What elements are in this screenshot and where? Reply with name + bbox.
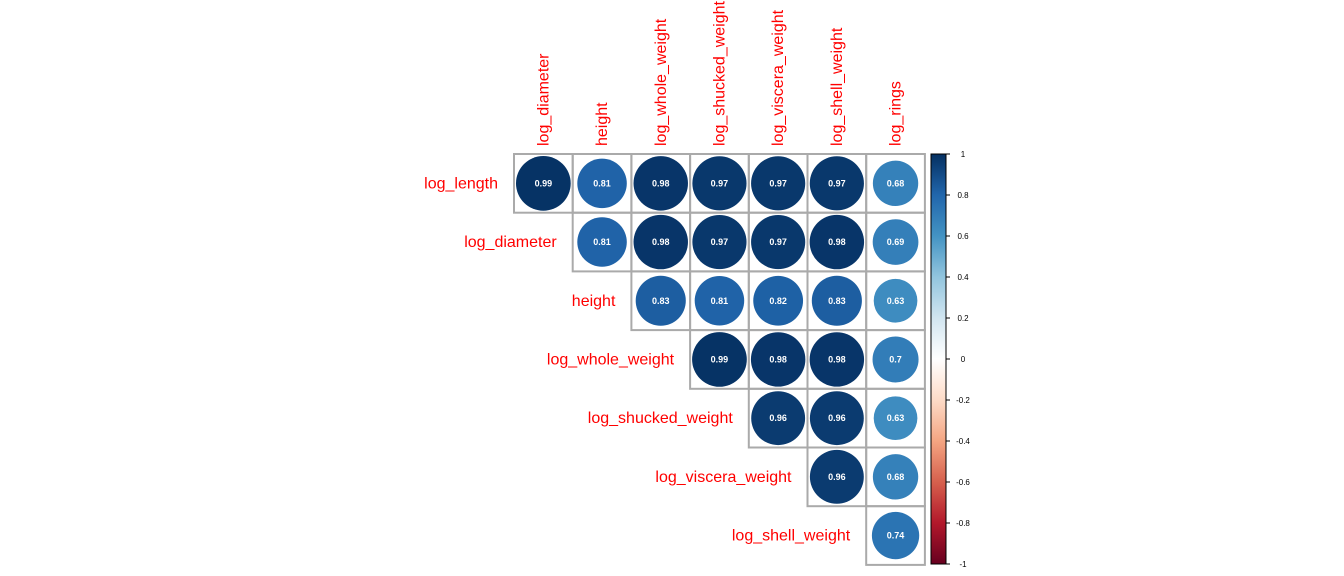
- column-label: log_diameter: [535, 53, 552, 146]
- cell-value-label: 0.97: [828, 178, 846, 188]
- legend-tick-label: -0.6: [956, 478, 970, 487]
- cell-value-label: 0.81: [593, 237, 611, 247]
- row-label: log_viscera_weight: [655, 469, 792, 486]
- correlation-circle: [872, 336, 919, 383]
- correlation-circle: [635, 275, 686, 326]
- correlation-circle: [872, 219, 919, 265]
- cell-value-label: 0.98: [828, 237, 846, 247]
- legend-tick-label: -0.8: [956, 519, 970, 528]
- column-label: log_viscera_weight: [770, 9, 787, 146]
- correlation-circle: [694, 276, 745, 326]
- correlation-circle: [872, 454, 919, 500]
- cell-value-label: 0.97: [769, 237, 787, 247]
- column-label: log_shucked_weight: [711, 0, 728, 146]
- correlation-circle: [809, 449, 864, 504]
- legend-tick-label: 0: [961, 355, 966, 364]
- correlation-circle: [515, 155, 571, 211]
- cell-value-label: 0.82: [769, 296, 787, 306]
- correlation-circle: [692, 332, 747, 387]
- correlation-circle: [809, 214, 865, 270]
- cell-value-label: 0.96: [828, 472, 846, 482]
- cell-value-label: 0.63: [887, 296, 905, 306]
- correlation-circle: [633, 214, 688, 270]
- correlation-circle: [751, 214, 806, 270]
- color-legend: 1 0.8 0.6 0.4 0.2 0 -0.2 -0.4 -0.6 -0.8 -1: [930, 150, 970, 569]
- correlation-circle: [751, 156, 806, 211]
- cell-value-label: 0.96: [828, 413, 846, 423]
- legend-tick-label: 0.8: [957, 191, 969, 200]
- row-label: log_shell_weight: [732, 528, 851, 545]
- correlation-circle: [577, 217, 627, 267]
- correlation-circle: [872, 160, 919, 207]
- cell-value-label: 0.97: [711, 178, 729, 188]
- correlation-circle: [577, 158, 627, 209]
- cell-value-label: 0.97: [769, 178, 787, 188]
- cell-value-label: 0.68: [887, 178, 905, 188]
- row-label: height: [572, 293, 616, 310]
- correlation-circle: [809, 156, 864, 211]
- cell-value-label: 0.83: [652, 296, 670, 306]
- cell-value-label: 0.63: [887, 413, 905, 423]
- row-label: log_length: [424, 175, 498, 192]
- cell-value-label: 0.81: [711, 296, 729, 306]
- cell-value-label: 0.98: [652, 237, 670, 247]
- cell-value-label: 0.98: [828, 354, 846, 364]
- legend-color-bar: [930, 153, 947, 565]
- correlation-circle: [692, 156, 747, 211]
- correlation-circle: [753, 275, 804, 326]
- legend-tick-label: 0.2: [957, 314, 969, 323]
- cell-border: [865, 505, 926, 566]
- correlation-circle: [809, 332, 865, 387]
- legend-tick-label: -1: [959, 560, 967, 569]
- row-label: log_diameter: [464, 234, 557, 251]
- column-label: height: [594, 102, 611, 146]
- correlation-circle: [873, 278, 918, 323]
- legend-tick-label: 1: [961, 150, 966, 159]
- cell-value-label: 0.97: [711, 237, 729, 247]
- cell-value-label: 0.83: [828, 296, 846, 306]
- column-label: log_shell_weight: [829, 27, 846, 146]
- row-label: log_shucked_weight: [588, 410, 734, 427]
- row-label: log_whole_weight: [547, 351, 675, 368]
- cell-value-label: 0.68: [887, 472, 905, 482]
- cell-value-label: 0.74: [887, 531, 905, 541]
- correlation-circle: [692, 214, 747, 270]
- cell-value-label: 0.98: [769, 354, 787, 364]
- cell-value-label: 0.81: [593, 178, 611, 188]
- cell-value-label: 0.98: [652, 178, 670, 188]
- cell-value-label: 0.99: [711, 354, 729, 364]
- cell-value-label: 0.7: [889, 354, 902, 364]
- column-label: log_rings: [888, 81, 905, 146]
- cells-layer: 0.99 0.81 0.98 0.97 0.97 0.97 0.68 0.81 0.98 0.97…: [513, 153, 926, 566]
- legend-tick-label: 0.6: [957, 232, 969, 241]
- correlation-circle: [811, 275, 862, 326]
- correlation-circle: [809, 391, 864, 446]
- cell-value-label: 0.69: [887, 237, 905, 247]
- cell-value-label: 0.96: [769, 413, 787, 423]
- correlation-circle: [633, 156, 688, 211]
- cell-value-label: 0.99: [535, 178, 553, 188]
- legend-tick-label: 0.4: [957, 273, 969, 282]
- correlation-circle: [873, 396, 918, 440]
- correlation-circle: [750, 332, 806, 387]
- correlation-circle: [871, 511, 920, 560]
- legend-tick-label: -0.2: [956, 396, 970, 405]
- column-label: log_whole_weight: [653, 18, 670, 146]
- correlation-circle: [751, 391, 806, 446]
- legend-tick-label: -0.4: [956, 437, 970, 446]
